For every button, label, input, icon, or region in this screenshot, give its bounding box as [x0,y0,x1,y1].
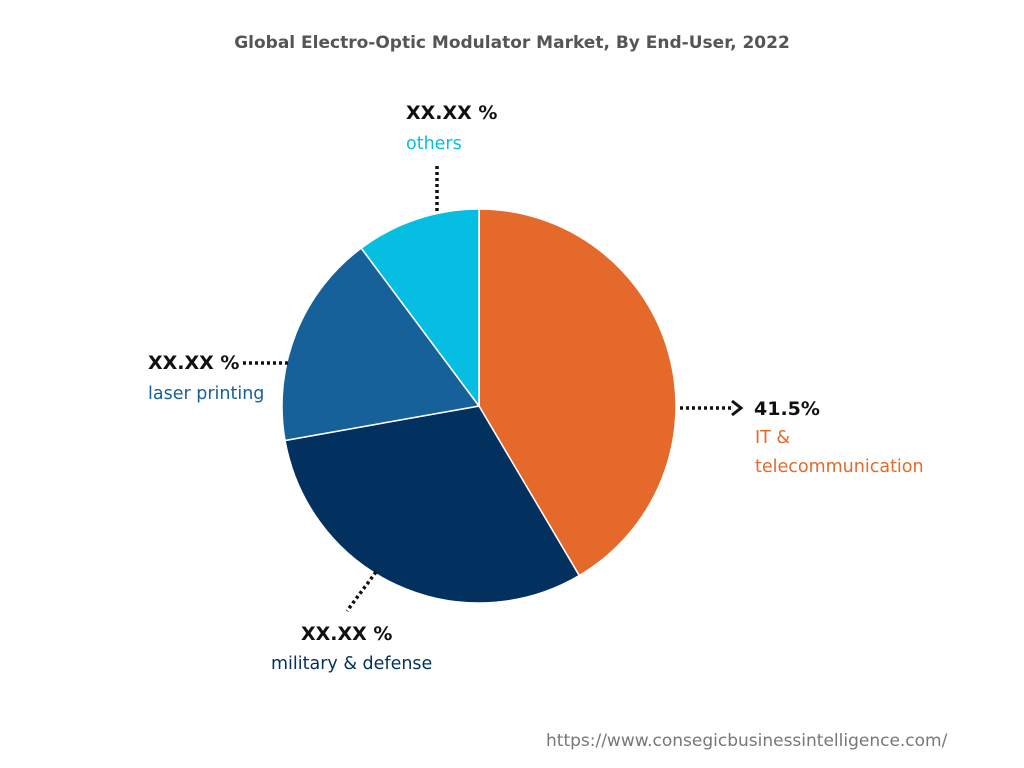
pie-slice-military-defense [284,405,581,604]
category-label-others: others [406,134,462,154]
value-label-it: 41.5% [754,398,820,420]
chart-title: Global Electro-Optic Modulator Market, B… [234,33,790,53]
category-label-it: IT & telecommunication [755,424,924,482]
arrowhead-icon [731,399,744,417]
leader-military [345,570,378,613]
value-label-others: XX.XX % [406,102,498,124]
source-url[interactable]: https://www.consegicbusinessintelligence… [546,731,948,751]
pie-slice-it-telecommunication [478,208,677,577]
pie-slice-laser-printing [281,247,481,442]
value-label-laser-printing: XX.XX % [148,352,240,374]
category-label-military: military & defense [271,654,433,674]
pie-slice-others [360,208,480,409]
value-label-military: XX.XX % [301,623,393,645]
category-label-laser-printing: laser printing [148,384,265,404]
category-label-it-line1: IT & [755,428,791,448]
category-label-it-line2: telecommunication [755,457,924,477]
